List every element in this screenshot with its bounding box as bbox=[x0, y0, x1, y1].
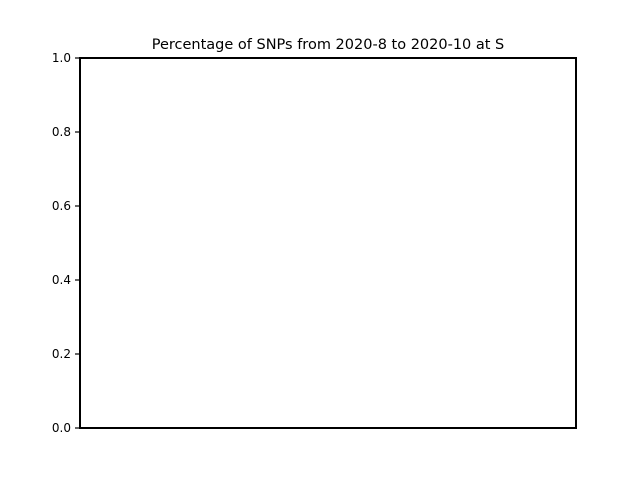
plot-area-frame bbox=[79, 57, 577, 429]
y-tick-label: 0.0 bbox=[52, 421, 71, 435]
chart-title: Percentage of SNPs from 2020-8 to 2020-1… bbox=[152, 37, 505, 53]
y-axis: 0.0 0.2 0.4 0.6 0.8 1.0 bbox=[52, 51, 80, 435]
y-tick-label: 1.0 bbox=[52, 51, 71, 65]
y-tick-label: 0.6 bbox=[52, 199, 71, 213]
y-tick-label: 0.2 bbox=[52, 347, 71, 361]
y-tick-label: 0.4 bbox=[52, 273, 71, 287]
y-tick-label: 0.8 bbox=[52, 125, 71, 139]
